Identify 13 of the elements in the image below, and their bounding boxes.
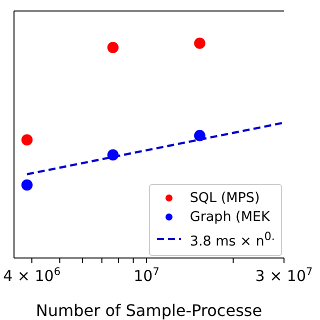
legend-label: 3.8 ms × n$^{0.}$ [190,228,275,251]
point [107,149,119,161]
point [107,42,119,54]
x-tick-label: 3 × 10$^{7}$ [255,266,313,285]
legend-label: Graph (MEK [190,208,270,226]
x-tick-label: 10$^{7}$ [134,266,160,285]
point [21,179,33,191]
point [194,130,206,142]
x-tick-label: 4 × 10$^{6}$ [3,266,61,285]
legend-label: SQL (MPS) [190,188,260,208]
x-axis-title: Number of Sample-Processe [36,301,262,320]
point [21,134,33,146]
point [194,38,206,49]
